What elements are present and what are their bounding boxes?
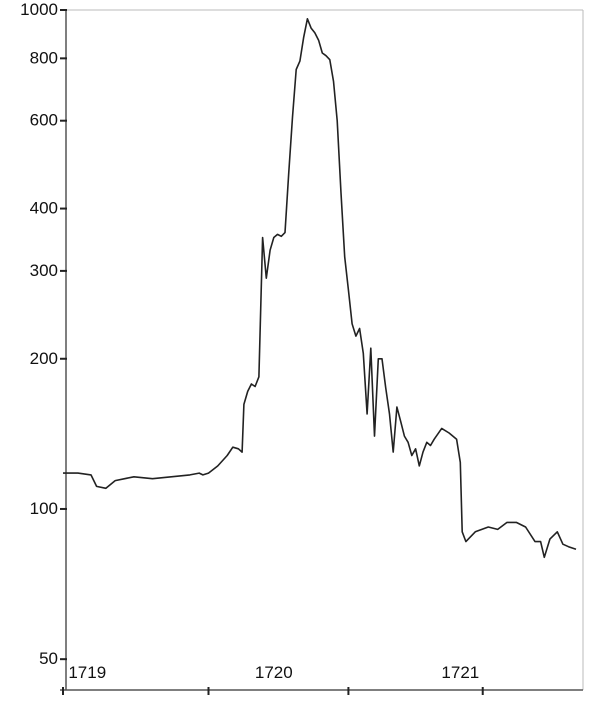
x-axis-ticks: 1719 1720 1721 (62, 663, 484, 695)
y-tick-label: 1000 (20, 0, 58, 19)
x-tick-label: 1721 (441, 663, 479, 682)
y-tick-label: 400 (30, 199, 58, 218)
y-tick-label: 50 (39, 649, 58, 668)
x-tick-label: 1719 (68, 663, 106, 682)
y-tick-label: 600 (30, 111, 58, 130)
y-axis-ticks: 1000 800 600 400 300 200 100 50 (20, 0, 67, 668)
x-tick-label: 1720 (255, 663, 293, 682)
y-tick-label: 200 (30, 349, 58, 368)
plot-frame (60, 9, 584, 691)
y-tick-label: 300 (30, 261, 58, 280)
series-line (63, 18, 577, 559)
series-group (63, 18, 577, 559)
y-tick-label: 800 (30, 48, 58, 67)
y-tick-label: 100 (30, 499, 58, 518)
